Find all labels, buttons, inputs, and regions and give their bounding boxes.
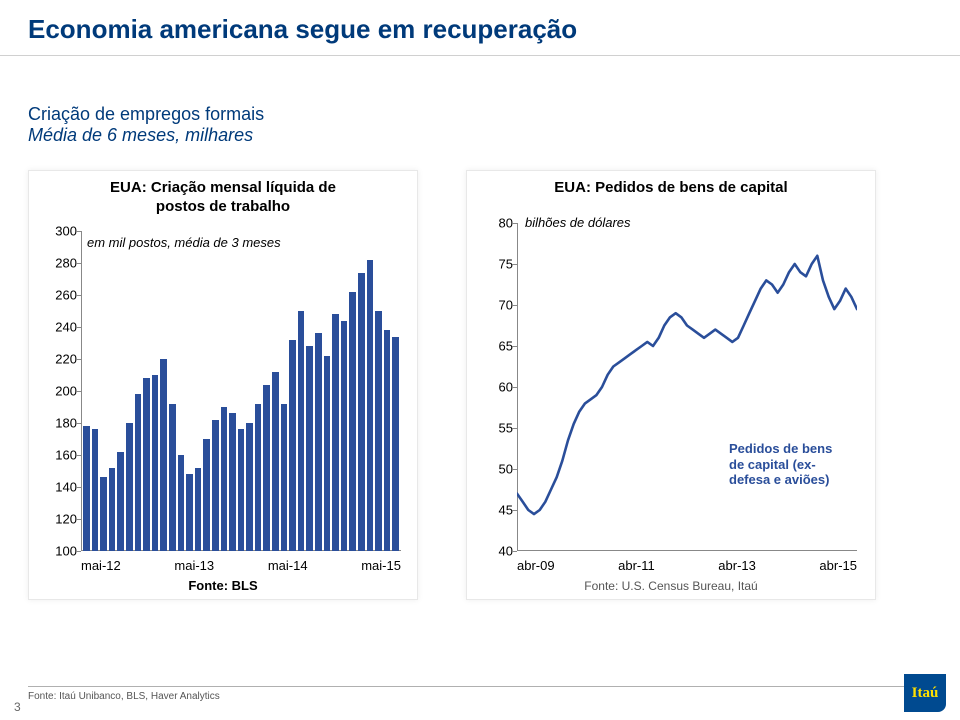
y-tick-label: 200: [37, 384, 77, 399]
x-tick-label: abr-09: [517, 558, 555, 573]
x-labels: mai-12 mai-13 mai-14 mai-15: [81, 558, 401, 573]
bar: [152, 375, 159, 551]
page-title: Economia americana segue em recuperação: [28, 14, 960, 45]
bar: [135, 394, 142, 551]
y-tick-label: 180: [37, 416, 77, 431]
bar: [229, 413, 236, 551]
y-tick-label: 240: [37, 320, 77, 335]
x-tick-label: mai-14: [268, 558, 308, 573]
bar: [178, 455, 185, 551]
body: Criação de empregos formais Média de 6 m…: [0, 56, 960, 600]
y-tick-label: 50: [473, 462, 513, 477]
footer: Fonte: Itaú Unibanco, BLS, Haver Analyti…: [28, 686, 932, 702]
bars-container: [81, 231, 401, 551]
bar: [392, 337, 399, 551]
y-tick-label: 300: [37, 224, 77, 239]
bar: [92, 429, 99, 551]
y-tick-label: 40: [473, 544, 513, 559]
bar: [341, 321, 348, 551]
x-tick-label: abr-11: [618, 558, 655, 573]
bar: [289, 340, 296, 551]
bar-chart-source: Fonte: BLS: [29, 578, 417, 593]
intro-line1: Criação de empregos formais: [28, 104, 932, 125]
y-tick-label: 55: [473, 421, 513, 436]
line-plot-area: 404550556065707580 abr-09abr-11abr-13abr…: [517, 223, 857, 551]
bar: [195, 468, 202, 551]
legend-l3: defesa e aviões): [729, 472, 829, 487]
bar: [315, 333, 322, 551]
y-tick-label: 65: [473, 339, 513, 354]
y-tick-label: 140: [37, 480, 77, 495]
bar-plot-area: 100120140160180200220240260280300 mai-12…: [81, 231, 401, 551]
y-tick-label: 80: [473, 216, 513, 231]
bar: [203, 439, 210, 551]
line-chart-source: Fonte: U.S. Census Bureau, Itaú: [467, 579, 875, 593]
bar: [160, 359, 167, 551]
y-tick-label: 60: [473, 380, 513, 395]
bar: [221, 407, 228, 551]
y-tick-label: 75: [473, 257, 513, 272]
x-tick-label: abr-15: [819, 558, 857, 573]
line-chart-title: EUA: Pedidos de bens de capital: [467, 171, 875, 198]
footer-source: Fonte: Itaú Unibanco, BLS, Haver Analyti…: [28, 691, 220, 702]
y-tick-label: 260: [37, 288, 77, 303]
charts-row: EUA: Criação mensal líquida de postos de…: [28, 170, 932, 600]
bar: [375, 311, 382, 551]
bar: [332, 314, 339, 551]
bar: [306, 346, 313, 551]
bar: [272, 372, 279, 551]
page-number: 3: [14, 700, 21, 714]
x-tick-label: mai-12: [81, 558, 121, 573]
bar: [100, 477, 107, 551]
bar: [169, 404, 176, 551]
bar: [349, 292, 356, 551]
bar: [384, 330, 391, 551]
bar: [117, 452, 124, 551]
x-tick-label: mai-13: [174, 558, 214, 573]
bar: [143, 378, 150, 551]
line-svg: [517, 223, 857, 551]
bar: [281, 404, 288, 551]
bar: [246, 423, 253, 551]
bar-chart-title-l1: EUA: Criação mensal líquida de: [110, 179, 336, 196]
y-tick-label: 120: [37, 512, 77, 527]
legend-l2: de capital (ex-: [729, 457, 816, 472]
y-tick-label: 280: [37, 256, 77, 271]
x-tick-label: mai-15: [361, 558, 401, 573]
bar: [298, 311, 305, 551]
bar: [324, 356, 331, 551]
itau-logo: Itaú: [904, 674, 946, 712]
bar: [126, 423, 133, 551]
bar: [212, 420, 219, 551]
title-bar: Economia americana segue em recuperação: [0, 0, 960, 56]
bar-chart-panel: EUA: Criação mensal líquida de postos de…: [28, 170, 418, 600]
bar-chart-title-l2: postos de trabalho: [156, 198, 290, 215]
y-tick-label: 160: [37, 448, 77, 463]
y-tick-label: 45: [473, 503, 513, 518]
logo-text: Itaú: [912, 685, 939, 702]
x-labels-right: abr-09 abr-11 abr-13 abr-15: [517, 558, 857, 573]
intro-line2: Média de 6 meses, milhares: [28, 125, 932, 146]
bar: [83, 426, 90, 551]
bar: [255, 404, 262, 551]
bar: [186, 474, 193, 551]
bar: [238, 429, 245, 551]
line-chart-panel: EUA: Pedidos de bens de capital bilhões …: [466, 170, 876, 600]
bar: [109, 468, 116, 551]
legend-l1: Pedidos de bens: [729, 441, 832, 456]
y-tick-label: 220: [37, 352, 77, 367]
line-legend: Pedidos de bens de capital (ex- defesa e…: [729, 441, 859, 488]
bar: [358, 273, 365, 551]
intro-block: Criação de empregos formais Média de 6 m…: [28, 104, 932, 146]
bar: [263, 385, 270, 551]
x-tick-label: abr-13: [718, 558, 756, 573]
y-tick-label: 70: [473, 298, 513, 313]
y-tick-label: 100: [37, 544, 77, 559]
bar-chart-title: EUA: Criação mensal líquida de postos de…: [29, 171, 417, 217]
bar: [367, 260, 374, 551]
